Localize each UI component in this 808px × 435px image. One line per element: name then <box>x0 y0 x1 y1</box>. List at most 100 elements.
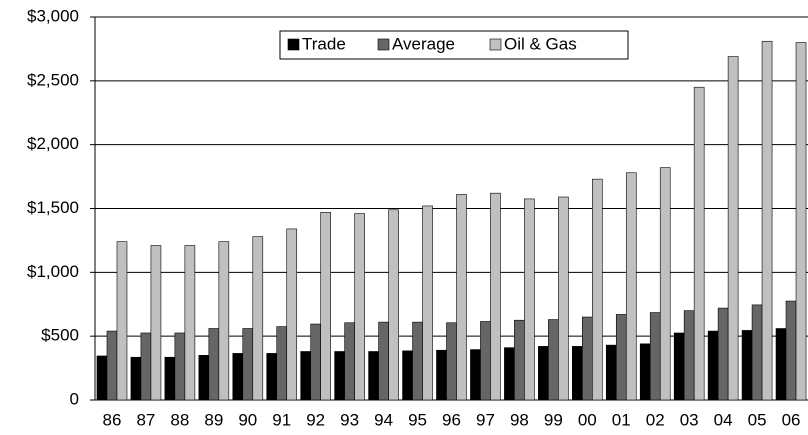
bar <box>639 343 651 401</box>
bar <box>422 205 433 401</box>
bar <box>538 346 549 401</box>
bar <box>378 321 389 401</box>
bar <box>683 310 695 401</box>
x-tick-label: 87 <box>136 410 155 429</box>
bar <box>164 356 176 401</box>
x-tick-label: 95 <box>408 410 427 429</box>
bar <box>605 344 617 401</box>
bar <box>310 323 321 401</box>
legend-swatch <box>377 38 390 51</box>
x-tick-label: 01 <box>612 410 631 429</box>
bar <box>717 307 729 401</box>
bar <box>470 349 481 401</box>
x-tick-label: 86 <box>103 410 122 429</box>
bar <box>402 350 413 401</box>
bar <box>266 353 278 401</box>
x-tick-label: 94 <box>374 410 393 429</box>
bar <box>592 178 603 401</box>
x-tick-label: 00 <box>578 410 597 429</box>
bar <box>548 319 559 401</box>
bar <box>673 332 685 401</box>
legend-label: Oil & Gas <box>504 34 577 53</box>
bar <box>368 351 379 401</box>
y-tick-label: $2,500 <box>27 70 79 89</box>
x-tick-label: 96 <box>442 410 461 429</box>
legend-label: Average <box>392 34 455 53</box>
y-tick-label: 0 <box>70 389 79 408</box>
x-tick-label: 89 <box>204 410 223 429</box>
x-tick-label: 91 <box>272 410 291 429</box>
x-tick-label: 03 <box>680 410 699 429</box>
bar <box>218 241 230 401</box>
bar <box>456 194 467 401</box>
x-tick-label: 06 <box>782 410 801 429</box>
bar <box>388 209 399 401</box>
bar <box>150 245 162 401</box>
bar <box>208 328 220 401</box>
bar <box>412 321 423 401</box>
x-tick-label: 99 <box>544 410 563 429</box>
x-tick-label: 98 <box>510 410 529 429</box>
x-tick-label: 93 <box>340 410 359 429</box>
bar <box>242 328 254 401</box>
legend-box <box>279 30 629 60</box>
y-tick-label: $1,000 <box>27 262 79 281</box>
bar <box>490 192 501 401</box>
y-tick-label: $500 <box>41 326 79 345</box>
legend-swatch <box>287 38 300 51</box>
y-tick-label: $2,000 <box>27 134 79 153</box>
bar <box>741 330 753 401</box>
bar <box>761 40 773 401</box>
bar <box>693 86 705 401</box>
bar <box>524 198 535 401</box>
legend-label: Trade <box>302 34 346 53</box>
bar <box>354 213 365 401</box>
x-tick-label: 92 <box>306 410 325 429</box>
bar <box>582 316 593 401</box>
bar <box>615 314 627 401</box>
x-tick-label: 02 <box>646 410 665 429</box>
bar <box>276 326 288 401</box>
bar <box>785 300 797 401</box>
bar <box>140 332 152 401</box>
bar <box>514 319 525 401</box>
bar <box>232 353 244 401</box>
bar <box>480 321 491 401</box>
bar <box>106 330 118 401</box>
bar <box>795 42 807 401</box>
bar <box>446 322 457 401</box>
bar <box>198 355 210 401</box>
bar <box>649 312 661 401</box>
bar <box>707 330 719 401</box>
bar <box>751 304 763 401</box>
x-tick-label: 05 <box>748 410 767 429</box>
bar <box>625 172 637 401</box>
x-tick-label: 90 <box>238 410 257 429</box>
x-tick-label: 97 <box>476 410 495 429</box>
legend-swatch <box>489 38 502 51</box>
bar <box>252 236 264 401</box>
bar <box>300 351 311 401</box>
bar <box>334 351 345 401</box>
x-tick-label: 88 <box>170 410 189 429</box>
bar <box>320 212 331 401</box>
bar <box>659 167 671 401</box>
bar <box>775 328 787 401</box>
bar <box>286 228 298 401</box>
bar <box>436 349 447 401</box>
x-tick-label: 04 <box>714 410 733 429</box>
bar <box>116 241 128 401</box>
y-tick-label: $1,500 <box>27 198 79 217</box>
bar <box>572 346 583 401</box>
bar <box>727 56 739 401</box>
y-tick-label: $3,000 <box>27 6 79 25</box>
bar <box>130 356 142 401</box>
bar <box>558 196 569 401</box>
bar <box>174 332 186 401</box>
bar <box>504 347 515 401</box>
bar <box>96 355 108 401</box>
bar <box>344 322 355 401</box>
bar <box>184 245 196 401</box>
